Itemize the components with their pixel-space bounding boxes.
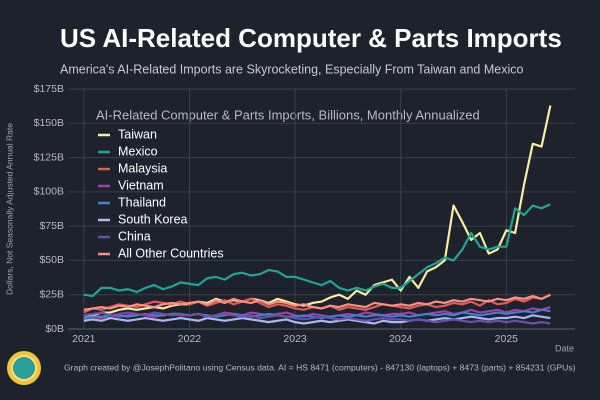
y-tick-label: $75B (39, 220, 64, 232)
y-axis-label: Dollars, Not Seasonally Adjusted Annual … (4, 123, 14, 295)
legend-label: Vietnam (118, 178, 164, 192)
series-line (83, 311, 551, 325)
sun-logo (7, 351, 41, 385)
x-tick-label: 2022 (178, 333, 202, 345)
x-tick-label: 2021 (72, 333, 96, 345)
y-tick-label: $0B (45, 323, 64, 335)
sun-core (11, 355, 37, 381)
series-line (83, 314, 551, 325)
x-tick-label: 2024 (389, 333, 413, 345)
legend-label: Thailand (118, 195, 166, 209)
legend-label: Malaysia (118, 161, 167, 175)
x-tick-label: 2025 (495, 333, 519, 345)
series-line (83, 293, 551, 311)
y-tick-label: $25B (39, 288, 64, 300)
chart-title: US AI-Related Computer & Parts Imports (60, 23, 562, 53)
plot-area: $0B $25B $50B $75B $100B $125B $150B $175B 2021 2… (34, 83, 575, 345)
legend-label: China (118, 229, 151, 243)
y-tick-label: $125B (34, 151, 64, 163)
legend-label: Taiwan (118, 127, 157, 141)
series-line (83, 105, 552, 320)
legend-label: All Other Countries (118, 246, 224, 260)
legend-label: Mexico (118, 144, 158, 158)
y-tick-label: $150B (34, 117, 64, 129)
footer: Graph created by @JosephPolitano using C… (64, 362, 576, 372)
y-tick-label: $100B (34, 186, 64, 198)
y-tick-label: $50B (39, 254, 64, 266)
chart-subtitle: America's AI-Related Imports are Skyrock… (60, 62, 523, 76)
legend-title: AI-Related Computer & Parts Imports, Bil… (96, 107, 480, 122)
x-tick-label: 2023 (283, 333, 307, 345)
series-line (83, 203, 551, 298)
legend-label: South Korea (118, 212, 188, 226)
y-tick-label: $175B (34, 83, 64, 95)
x-axis-label: Date (555, 343, 574, 353)
